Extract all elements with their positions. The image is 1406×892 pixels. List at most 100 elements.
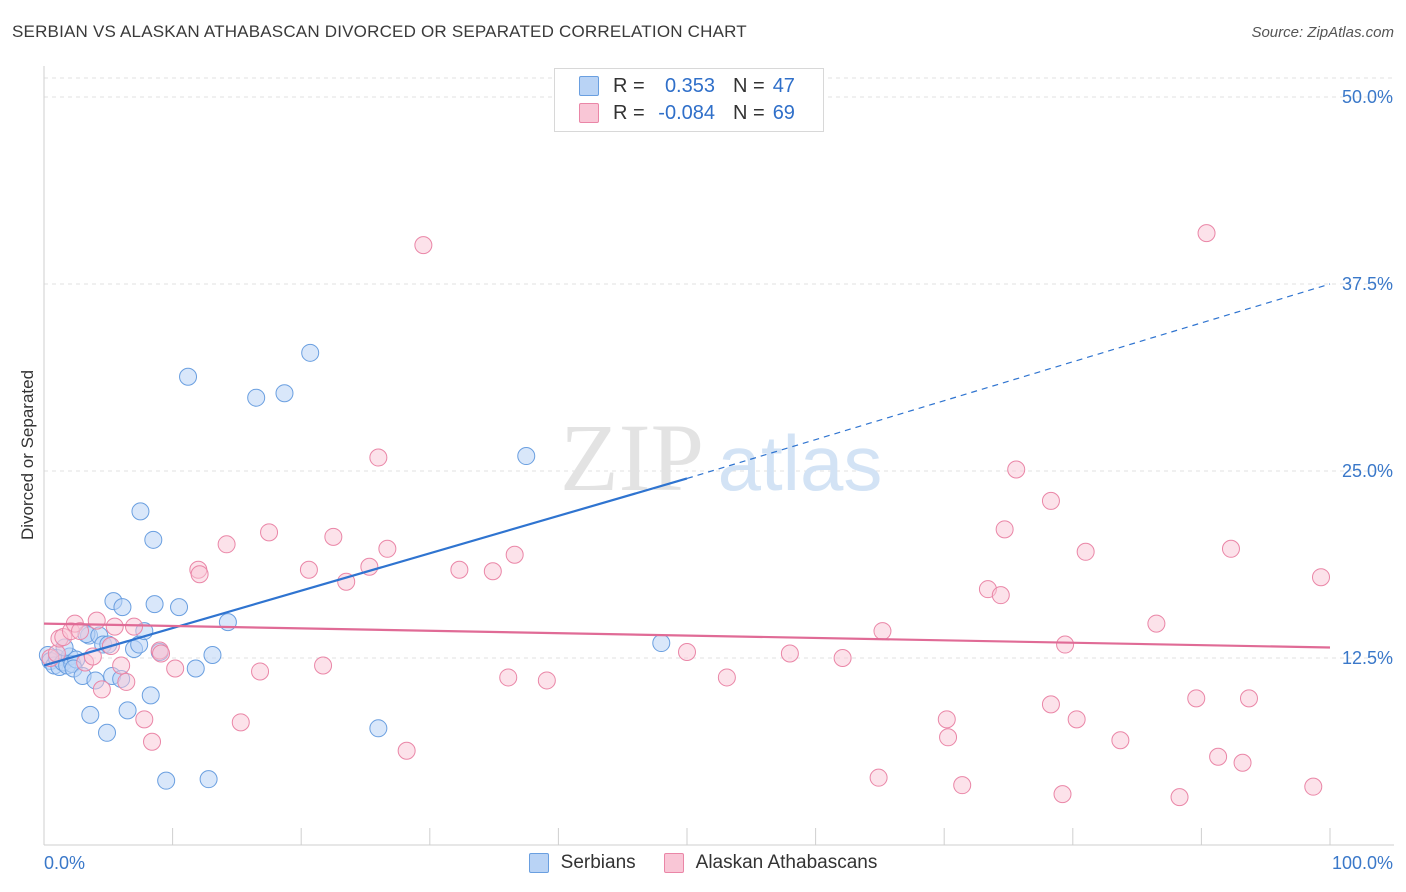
legend-swatch-serbians <box>528 853 549 873</box>
athabascan-point <box>869 768 888 787</box>
n-value: 69 <box>772 101 795 124</box>
y-tick-label: 50.0% <box>1342 87 1393 107</box>
athabascan-point <box>483 562 502 581</box>
athabascan-point <box>717 668 736 687</box>
y-axis-label: Divorced or Separated <box>18 370 37 540</box>
r-value: 0.353 <box>664 74 715 97</box>
y-tick-labels: 12.5% 25.0% 37.5% 50.0% <box>1342 87 1393 668</box>
x-tick-label: 100.0% <box>1332 853 1393 873</box>
athabascan-point <box>260 523 279 542</box>
serbian-point <box>179 367 198 386</box>
serbian-point <box>118 701 137 720</box>
athabascan-point <box>231 713 250 732</box>
athabascan-point <box>324 527 343 546</box>
athabascans-trend-line <box>43 622 1331 649</box>
legend-swatch-athabascans <box>579 103 599 123</box>
athabascan-point <box>873 622 892 641</box>
athabascan-point <box>1187 689 1206 708</box>
r-label: R = <box>613 74 645 97</box>
watermark-zip: ZIP <box>560 404 704 511</box>
r-value: -0.084 <box>658 101 715 124</box>
x-tick-label: 0.0% <box>44 853 85 873</box>
legend-label-athabascans: Alaskan Athabascans <box>695 852 878 873</box>
serbians-trend-line <box>43 477 688 667</box>
n-value: 47 <box>772 74 795 97</box>
athabascan-point <box>251 662 270 681</box>
grid-lines <box>44 77 1394 659</box>
athabascans-points <box>41 224 1330 807</box>
stats-legend: R = 0.353 N = 47 R = -0.084 N = 69 <box>554 68 824 132</box>
athabascan-point <box>937 710 956 729</box>
athabascan-point <box>117 672 136 691</box>
serbian-point <box>81 705 100 724</box>
y-tick-label: 37.5% <box>1342 274 1393 294</box>
n-label: N = <box>733 101 765 124</box>
serbian-point <box>144 530 163 549</box>
serbian-point <box>517 447 536 466</box>
legend-item-athabascans: Alaskan Athabascans <box>663 852 878 874</box>
y-tick-label: 12.5% <box>1342 648 1393 668</box>
legend-swatch-athabascans <box>663 853 684 873</box>
athabascan-point <box>87 611 106 630</box>
serbian-point <box>141 686 160 705</box>
athabascan-point <box>499 668 518 687</box>
athabascan-point <box>299 560 318 579</box>
athabascan-point <box>537 671 556 690</box>
athabascan-point <box>314 656 333 675</box>
athabascan-point <box>152 644 171 663</box>
athabascan-point <box>1197 224 1216 243</box>
watermark: ZIP atlas <box>560 404 882 511</box>
athabascan-point <box>1111 731 1130 750</box>
serbian-point <box>186 659 205 678</box>
legend-row-athabascans: R = -0.084 N = 69 <box>579 100 795 126</box>
serbian-point <box>98 723 117 742</box>
athabascan-point <box>369 448 388 467</box>
athabascan-point <box>166 659 185 678</box>
athabascan-point <box>780 644 799 663</box>
athabascan-point <box>1233 753 1252 772</box>
athabascan-point <box>1147 614 1166 633</box>
serbian-point <box>170 598 189 617</box>
serbians-trend-extension <box>686 283 1331 480</box>
athabascan-point <box>71 622 90 641</box>
series-legend: Serbians Alaskan Athabascans <box>0 852 1406 874</box>
source-label: Source: ZipAtlas.com <box>1251 24 1394 41</box>
serbian-point <box>113 598 132 617</box>
athabascan-point <box>414 236 433 255</box>
legend-item-serbians: Serbians <box>528 852 636 874</box>
legend-row-serbians: R = 0.353 N = 47 <box>579 73 795 99</box>
athabascan-point <box>1056 635 1075 654</box>
watermark-atlas: atlas <box>718 419 883 507</box>
athabascan-point <box>1304 777 1323 796</box>
athabascan-point <box>1311 568 1330 587</box>
x-tick-labels: 0.0% 100.0% <box>44 853 1393 873</box>
athabascan-point <box>1041 491 1060 510</box>
serbian-point <box>157 771 176 790</box>
athabascan-point <box>1041 695 1060 714</box>
axes <box>43 66 1394 846</box>
athabascan-point <box>1239 689 1258 708</box>
athabascan-point <box>1007 460 1026 479</box>
athabascan-point <box>135 710 154 729</box>
athabascan-point <box>217 535 236 554</box>
athabascan-point <box>1209 747 1228 766</box>
trend-lines <box>43 283 1331 667</box>
y-tick-label: 25.0% <box>1342 461 1393 481</box>
athabascan-point <box>105 617 124 636</box>
serbian-point <box>275 384 294 403</box>
serbian-point <box>369 719 388 738</box>
serbian-point <box>145 595 164 614</box>
athabascan-point <box>190 565 209 584</box>
athabascan-point <box>1076 542 1095 561</box>
athabascan-point <box>1067 710 1086 729</box>
serbian-point <box>131 502 150 521</box>
athabascan-point <box>378 539 397 558</box>
athabascan-point <box>991 586 1010 605</box>
athabascan-point <box>1170 788 1189 807</box>
athabascan-point <box>678 643 696 662</box>
serbian-point <box>203 646 222 665</box>
athabascan-point <box>397 741 416 760</box>
athabascan-point <box>833 649 852 667</box>
athabascan-point <box>939 728 958 747</box>
